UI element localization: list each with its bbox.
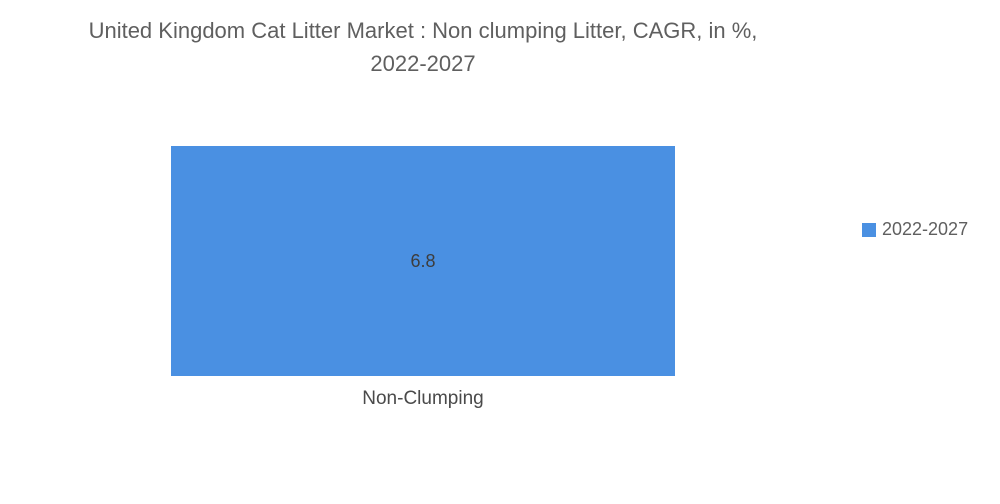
- bar-non-clumping: [171, 146, 675, 376]
- chart-title-line-2: 2022-2027: [370, 51, 476, 76]
- bar-data-label: 6.8: [410, 251, 435, 271]
- chart-title-line-1: United Kingdom Cat Litter Market : Non c…: [88, 18, 758, 43]
- legend-swatch: [862, 222, 876, 237]
- x-tick-label: Non-Clumping: [362, 388, 483, 409]
- legend: 2022-2027: [862, 219, 968, 240]
- chart-title: United Kingdom Cat Litter Market : Non c…: [0, 14, 846, 80]
- legend-label: 2022-2027: [882, 219, 969, 239]
